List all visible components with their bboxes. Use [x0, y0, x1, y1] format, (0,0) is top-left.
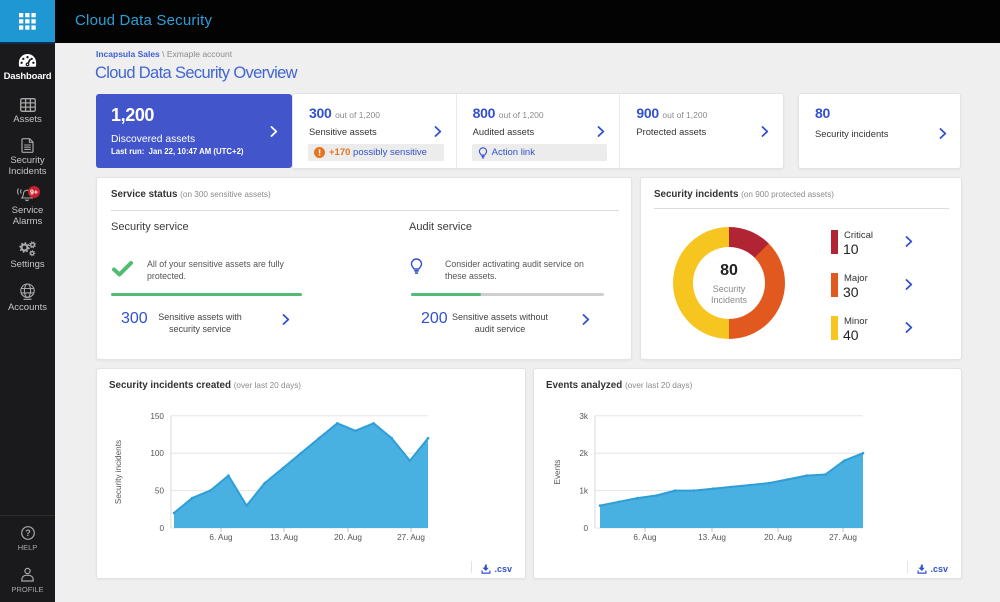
svg-text:27. Aug: 27. Aug: [829, 533, 857, 542]
svg-text:6. Aug: 6. Aug: [633, 533, 657, 542]
svg-text:6. Aug: 6. Aug: [209, 533, 233, 542]
svg-text:Events: Events: [553, 459, 562, 484]
svg-text:13. Aug: 13. Aug: [270, 533, 298, 542]
svg-text:1k: 1k: [579, 487, 589, 496]
svg-text:20. Aug: 20. Aug: [334, 533, 362, 542]
svg-text:100: 100: [150, 449, 164, 458]
svg-text:27. Aug: 27. Aug: [397, 533, 425, 542]
svg-text:2k: 2k: [579, 449, 589, 458]
svg-text:?: ?: [25, 528, 31, 538]
svg-text:Security incidents: Security incidents: [114, 440, 123, 504]
svg-text:0: 0: [159, 524, 164, 533]
svg-text:3k: 3k: [579, 412, 589, 421]
svg-text:13. Aug: 13. Aug: [698, 533, 726, 542]
svg-text:0: 0: [583, 524, 588, 533]
svg-text:50: 50: [155, 487, 165, 496]
svg-text:150: 150: [150, 412, 164, 421]
svg-text:20. Aug: 20. Aug: [764, 533, 792, 542]
svg-text:9+: 9+: [30, 189, 38, 196]
